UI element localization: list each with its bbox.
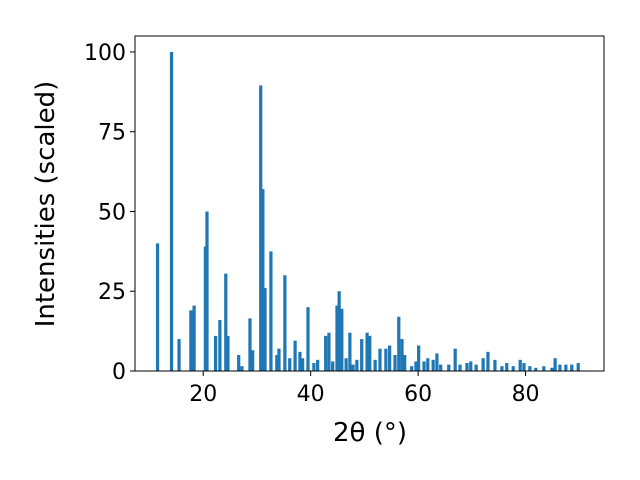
y-axis-label: Intensities (scaled) — [31, 81, 61, 328]
bar — [435, 353, 439, 371]
y-tick-label: 100 — [84, 41, 126, 66]
bar — [277, 348, 281, 371]
bar — [486, 351, 490, 371]
bar — [453, 348, 457, 371]
bar — [293, 340, 297, 371]
bar — [218, 319, 222, 371]
bar — [439, 364, 443, 371]
bar — [570, 364, 574, 371]
bar — [205, 211, 209, 371]
x-tick-label: 20 — [189, 382, 217, 407]
x-tick-label: 40 — [297, 382, 325, 407]
bar — [237, 355, 241, 371]
x-tick-label: 80 — [512, 382, 540, 407]
bar — [331, 361, 335, 371]
bar — [474, 364, 478, 371]
bar — [288, 358, 292, 371]
bar — [558, 364, 562, 371]
bar — [316, 359, 320, 371]
bar — [324, 335, 328, 371]
bar — [275, 355, 279, 371]
bar — [355, 359, 359, 371]
bar — [465, 363, 469, 371]
bar — [373, 359, 377, 371]
bar — [192, 305, 196, 371]
bar — [403, 355, 407, 371]
bar — [240, 366, 244, 371]
bar — [351, 364, 355, 371]
bar — [269, 251, 273, 371]
bar — [542, 366, 546, 371]
bar — [360, 339, 364, 371]
bar — [224, 273, 228, 371]
plot-frame — [134, 35, 605, 372]
y-tick-label: 0 — [112, 360, 126, 385]
y-tick-label: 50 — [98, 200, 126, 225]
bar — [500, 366, 504, 371]
bar — [155, 243, 160, 371]
bar — [518, 359, 522, 371]
bar — [397, 316, 401, 371]
bar — [306, 307, 310, 371]
bar — [414, 361, 418, 371]
bar — [348, 332, 352, 371]
bar — [177, 339, 181, 371]
y-tick-label: 25 — [98, 280, 126, 305]
bar — [189, 310, 193, 371]
bar — [368, 335, 372, 371]
bar — [469, 361, 473, 371]
x-axis-label: 2θ (°) — [333, 418, 407, 448]
bar — [550, 367, 554, 371]
bar — [564, 364, 568, 371]
bar — [213, 335, 218, 371]
bar — [335, 305, 339, 371]
bar — [410, 366, 414, 371]
bar — [493, 359, 497, 371]
bar — [365, 332, 369, 371]
bar — [447, 364, 451, 371]
bar — [522, 363, 526, 371]
bar — [248, 318, 252, 371]
bar — [388, 345, 392, 371]
x-tick-label: 60 — [404, 382, 432, 407]
bar — [327, 332, 331, 371]
bar — [263, 288, 267, 371]
bar — [511, 366, 515, 371]
bar — [283, 275, 287, 371]
bar — [481, 358, 485, 371]
bar — [298, 351, 302, 371]
bar — [528, 366, 532, 371]
bar — [553, 358, 557, 371]
bar — [301, 358, 305, 371]
bar — [417, 345, 421, 371]
bar — [384, 348, 388, 371]
bar — [458, 364, 462, 371]
bar — [340, 308, 344, 371]
bar — [393, 355, 397, 371]
bar — [251, 350, 255, 371]
bar — [426, 358, 430, 371]
bar — [422, 361, 426, 371]
bar — [534, 367, 538, 371]
bar — [431, 359, 435, 371]
bar — [261, 189, 265, 371]
bar — [378, 348, 382, 371]
bar — [259, 85, 263, 371]
bar — [169, 51, 174, 371]
bar — [505, 363, 509, 371]
bar — [576, 363, 580, 371]
bar — [337, 291, 341, 371]
bar — [400, 339, 404, 371]
y-tick-label: 75 — [98, 121, 126, 146]
bar — [312, 363, 316, 371]
bar — [226, 335, 230, 371]
bar — [344, 358, 348, 371]
